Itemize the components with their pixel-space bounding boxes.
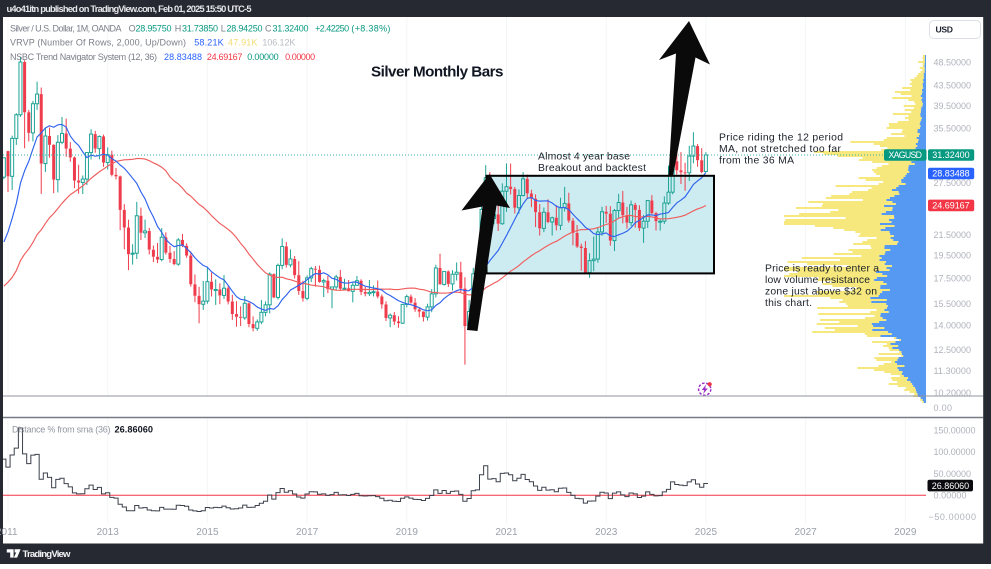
svg-text:14.00000: 14.00000 xyxy=(934,321,972,331)
svg-text:zone just above $32 on: zone just above $32 on xyxy=(765,287,877,298)
svg-text:Price riding the 12 period: Price riding the 12 period xyxy=(719,133,843,144)
svg-text:Almost 4 year base: Almost 4 year base xyxy=(538,152,630,163)
svg-text:TradingView: TradingView xyxy=(23,549,72,560)
svg-text:24.69167: 24.69167 xyxy=(207,52,243,62)
svg-text:35.50000: 35.50000 xyxy=(934,124,972,134)
svg-text:Silver / U.S. Dollar, 1M, OAND: Silver / U.S. Dollar, 1M, OANDA xyxy=(10,23,122,33)
svg-text:0.00000: 0.00000 xyxy=(934,490,967,500)
svg-text:17.50000: 17.50000 xyxy=(934,274,972,284)
svg-text:L: L xyxy=(221,23,226,33)
svg-text:2015: 2015 xyxy=(196,527,219,538)
svg-text:12.50000: 12.50000 xyxy=(934,345,972,355)
svg-text:u4o41itn published on TradingV: u4o41itn published on TradingView.com, F… xyxy=(7,4,252,14)
svg-text:2017: 2017 xyxy=(296,527,319,538)
svg-text:NSBC Trend Navigator System (1: NSBC Trend Navigator System (12, 36) xyxy=(10,52,157,62)
svg-text:2025: 2025 xyxy=(695,527,718,538)
svg-text:2021: 2021 xyxy=(495,527,518,538)
svg-text:2027: 2027 xyxy=(794,527,817,538)
svg-text:26.86060: 26.86060 xyxy=(115,424,154,434)
svg-text:24.69167: 24.69167 xyxy=(932,201,970,211)
svg-text:Distance % from sma (36): Distance % from sma (36) xyxy=(12,424,111,434)
svg-text:MA, not stretched too far: MA, not stretched too far xyxy=(719,144,842,155)
svg-text:48.50000: 48.50000 xyxy=(934,58,972,68)
svg-text:2023: 2023 xyxy=(595,527,618,538)
svg-text:2013: 2013 xyxy=(97,527,120,538)
svg-text:from the 36 MA: from the 36 MA xyxy=(719,156,794,167)
svg-text:XAGUSD: XAGUSD xyxy=(889,150,923,160)
svg-text:H: H xyxy=(175,23,182,33)
svg-text:VRVP (Number Of Rows, 2,000, U: VRVP (Number Of Rows, 2,000, Up/Down) xyxy=(10,38,186,48)
svg-text:C: C xyxy=(265,23,272,33)
svg-text:21.50000: 21.50000 xyxy=(934,230,972,240)
svg-text:−50.00000: −50.00000 xyxy=(929,512,977,522)
svg-text:28.94250: 28.94250 xyxy=(227,23,263,33)
svg-text:150.00000: 150.00000 xyxy=(934,425,976,435)
svg-text:Silver Monthly Bars: Silver Monthly Bars xyxy=(371,64,504,81)
svg-text:106.12K: 106.12K xyxy=(262,38,295,48)
svg-text:31.73850: 31.73850 xyxy=(182,23,218,33)
svg-text:this chart.: this chart. xyxy=(765,298,812,309)
svg-text:47.91K: 47.91K xyxy=(228,38,258,48)
svg-text:28.83488: 28.83488 xyxy=(932,169,970,179)
svg-text:2019: 2019 xyxy=(396,527,419,538)
svg-text:50.00000: 50.00000 xyxy=(934,469,972,479)
svg-text:31.32400: 31.32400 xyxy=(932,150,970,160)
svg-text:2029: 2029 xyxy=(894,527,917,538)
svg-text:28.83488: 28.83488 xyxy=(164,52,202,62)
svg-text:10.20000: 10.20000 xyxy=(934,388,972,398)
svg-text:Price is ready to enter a: Price is ready to enter a xyxy=(765,264,879,275)
svg-text:15.50000: 15.50000 xyxy=(934,299,972,309)
svg-text:28.95750: 28.95750 xyxy=(136,23,172,33)
svg-text:19.50000: 19.50000 xyxy=(934,251,972,261)
svg-text:39.50000: 39.50000 xyxy=(934,101,972,111)
svg-text:0.00000: 0.00000 xyxy=(247,52,279,62)
svg-text:+2.42250: +2.42250 xyxy=(315,23,349,33)
svg-text:58.21K: 58.21K xyxy=(194,38,224,48)
svg-text:0.00: 0.00 xyxy=(934,403,953,413)
svg-text:Breakout and backtest: Breakout and backtest xyxy=(538,163,646,174)
svg-text:11.30000: 11.30000 xyxy=(934,366,972,376)
svg-text:26.86060: 26.86060 xyxy=(932,481,970,491)
svg-text:0.00000: 0.00000 xyxy=(285,52,315,62)
svg-text:low volume resistance: low volume resistance xyxy=(765,275,870,286)
svg-text:43.50000: 43.50000 xyxy=(934,81,972,91)
svg-text:2011: 2011 xyxy=(0,527,18,538)
svg-text:USD: USD xyxy=(936,25,954,35)
svg-text:31.32400: 31.32400 xyxy=(273,23,309,33)
svg-text:100.00000: 100.00000 xyxy=(934,447,976,457)
svg-text:(+8.38%): (+8.38%) xyxy=(351,23,390,33)
